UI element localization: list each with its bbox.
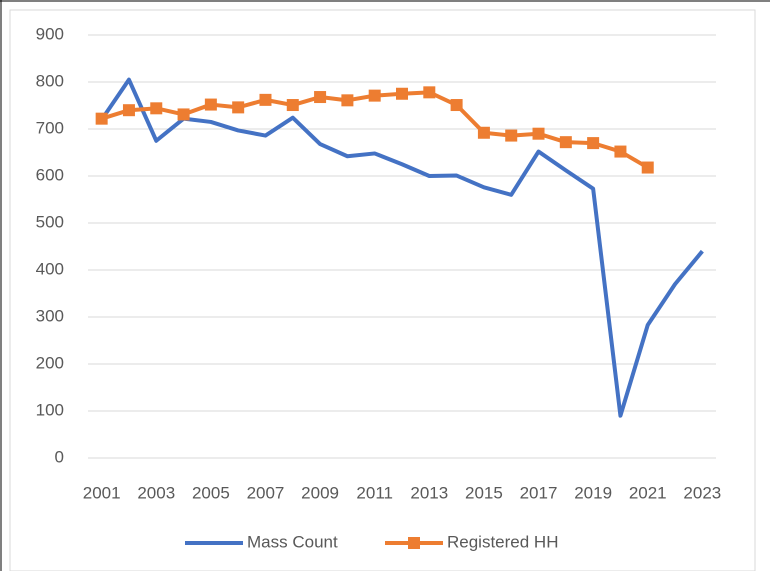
marker [341,94,354,107]
legend-label: Mass Count [247,532,338,551]
series-line [101,90,649,170]
marker [259,93,272,106]
marker [314,91,327,104]
x-tick-label: 2001 [83,483,121,502]
x-tick-label: 2013 [410,483,448,502]
marker [587,137,600,150]
y-tick-label: 700 [36,118,64,137]
marker [150,102,163,115]
y-tick-label: 0 [55,447,64,466]
marker [641,161,654,174]
x-tick-label: 2023 [683,483,721,502]
marker [368,89,381,102]
marker [396,87,408,100]
legend-label: Registered HH [447,532,559,551]
x-tick-label: 2017 [520,483,558,502]
marker [423,86,436,99]
x-tick-label: 2011 [356,483,393,502]
marker [450,99,463,112]
y-tick-label: 400 [36,259,64,278]
y-tick-label: 800 [36,71,64,90]
legend-marker [408,537,420,549]
marker [505,129,518,142]
chart-border [9,9,756,571]
marker [177,108,190,121]
marker [204,98,217,111]
marker [95,112,108,125]
x-tick-label: 2005 [192,483,230,502]
x-tick-label: 2019 [574,483,612,502]
y-tick-label: 500 [36,212,64,231]
marker [532,127,545,140]
y-tick-label: 600 [36,165,64,184]
marker [122,104,135,117]
y-tick-label: 300 [36,306,64,325]
marker [477,126,490,139]
y-tick-label: 900 [36,24,64,43]
x-tick-label: 2021 [629,483,667,502]
x-tick-label: 2007 [247,483,285,502]
x-tick-label: 2009 [301,483,339,502]
y-tick-label: 100 [36,400,64,419]
x-tick-label: 2003 [137,483,175,502]
marker [232,101,245,114]
y-tick-label: 200 [36,353,64,372]
marker [286,99,299,112]
marker [614,145,627,158]
marker [559,136,572,149]
series-line [100,77,704,418]
x-tick-label: 2015 [465,483,503,502]
